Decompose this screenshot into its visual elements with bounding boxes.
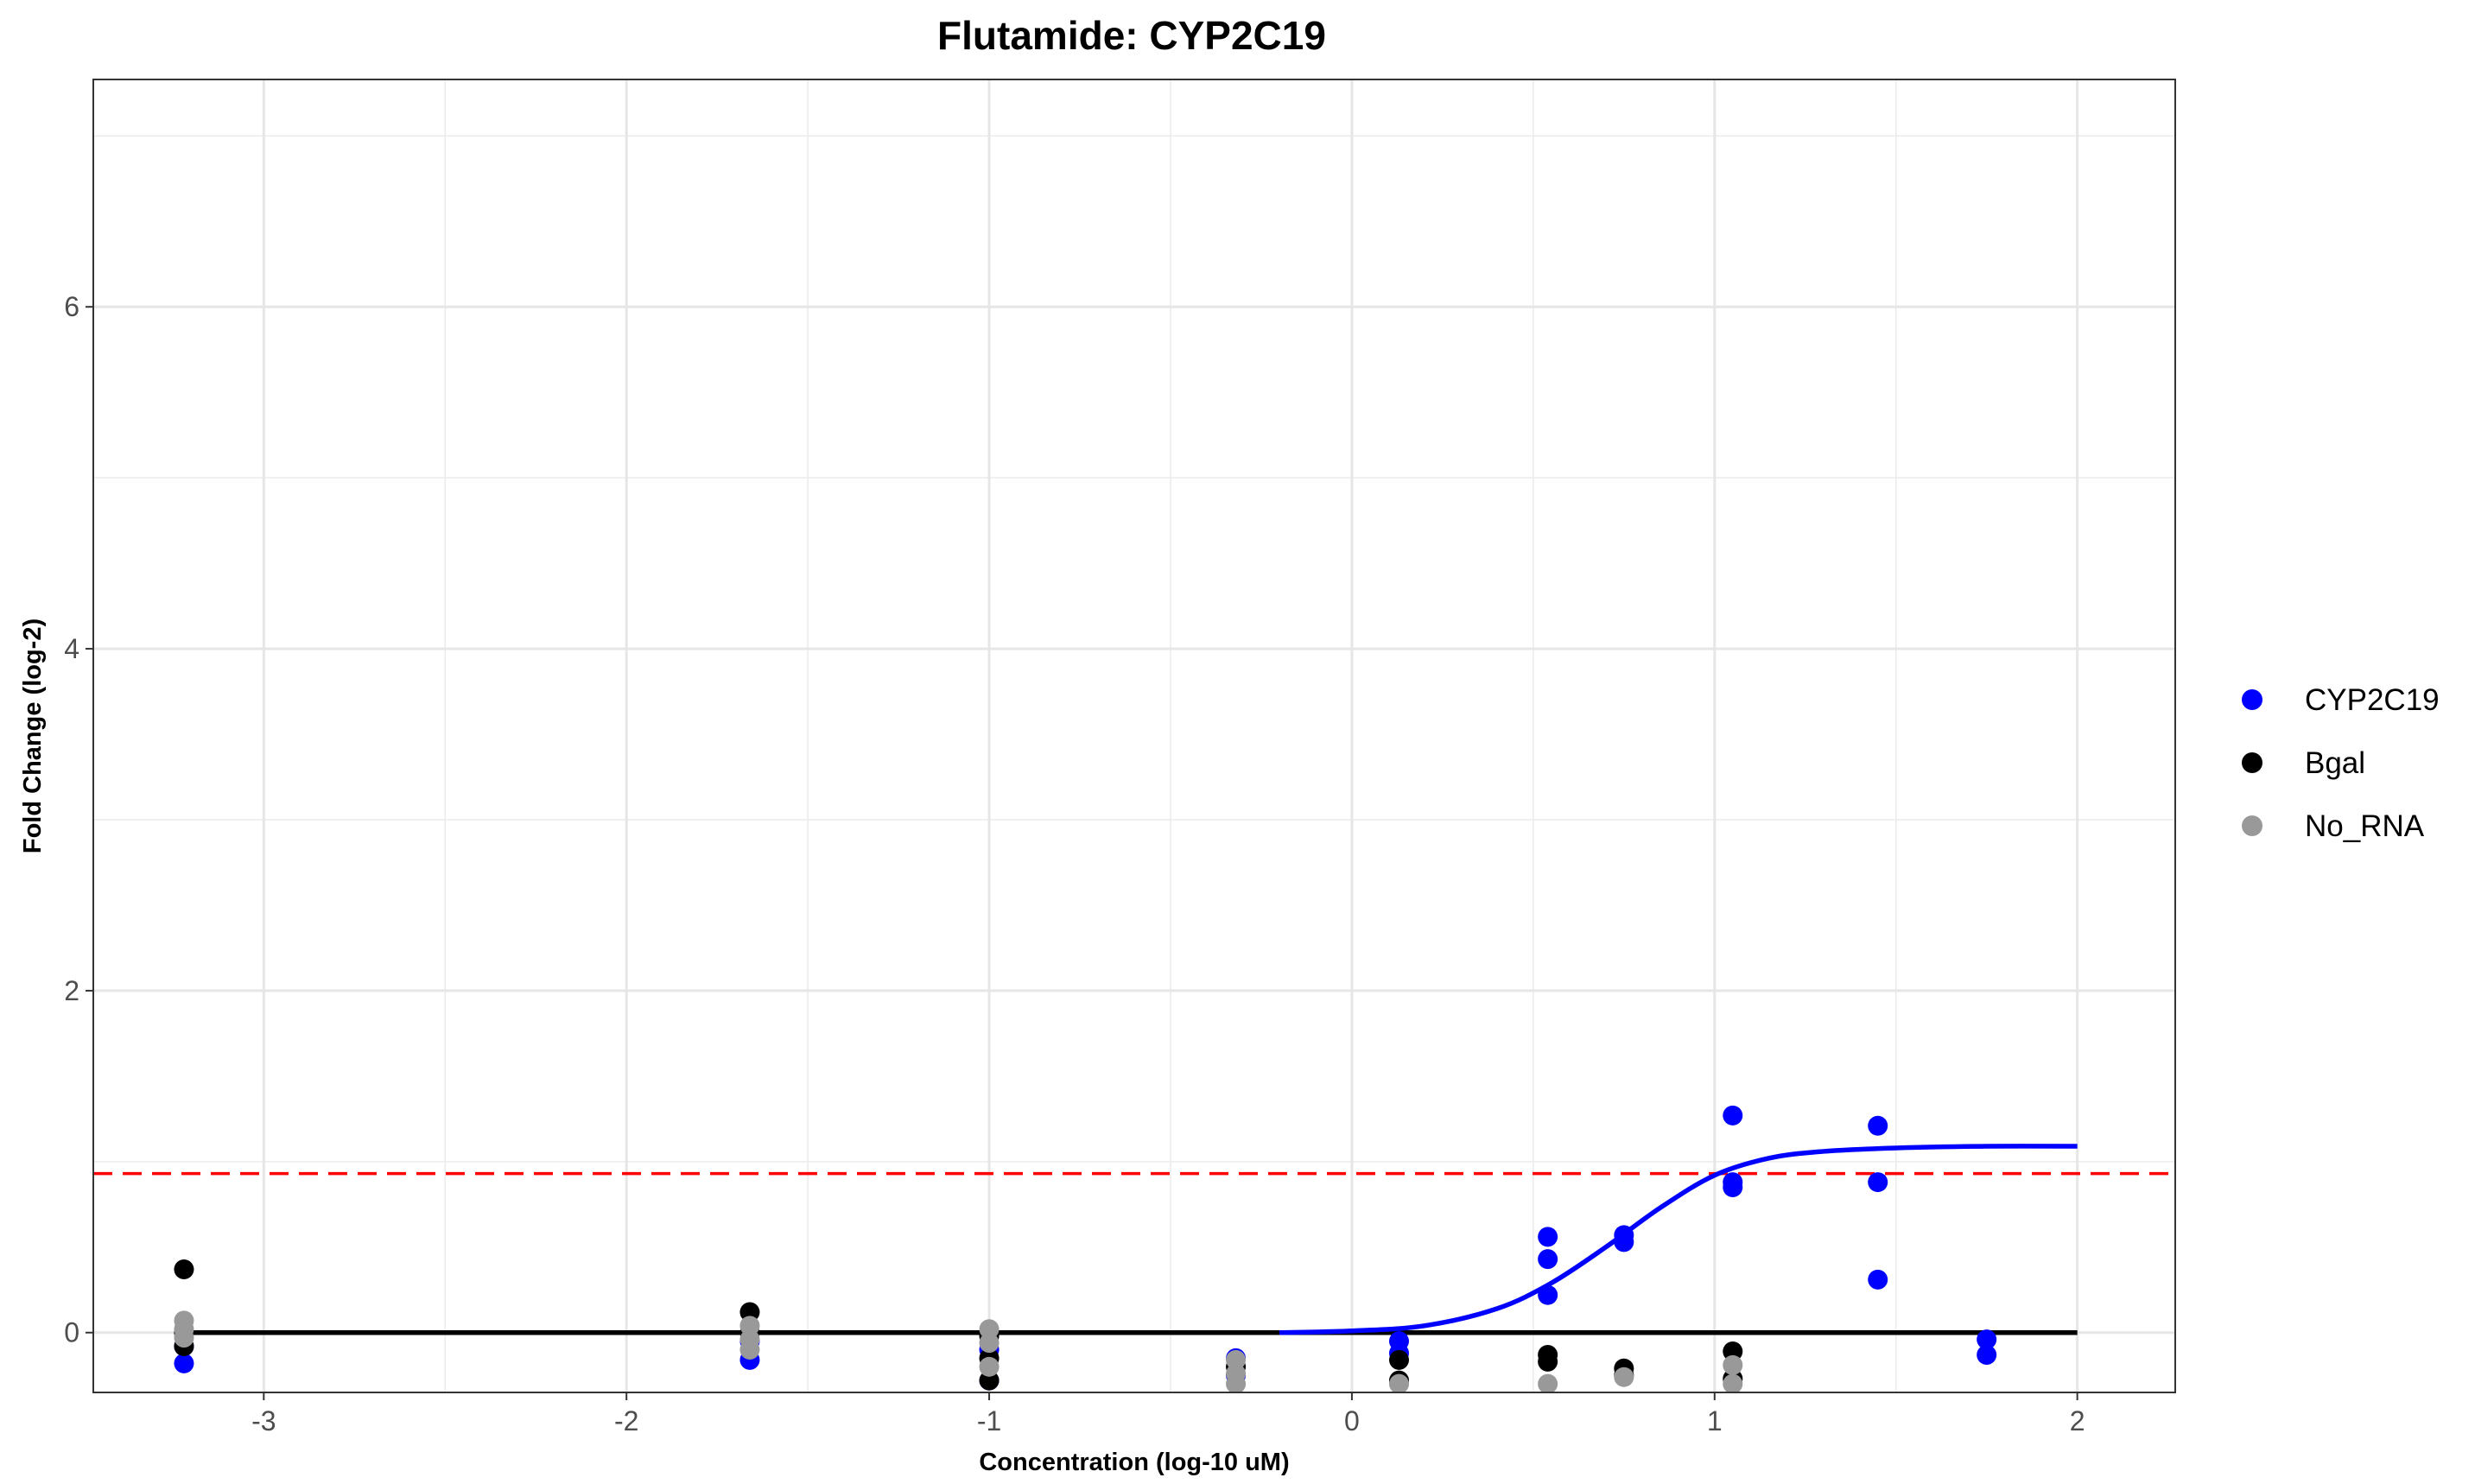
data-point (174, 1353, 194, 1373)
legend-label: CYP2C19 (2305, 683, 2440, 717)
data-point (1538, 1249, 1558, 1270)
legend-label: No_RNA (2305, 809, 2425, 843)
data-point (1723, 1105, 1743, 1126)
x-tick-label: -2 (614, 1405, 638, 1436)
fit-curves (1279, 1144, 2078, 1335)
data-point (1538, 1284, 1558, 1305)
data-point (1977, 1344, 1997, 1365)
reference-lines (93, 1171, 2175, 1335)
legend-key-bgal (2242, 752, 2262, 773)
data-point (1614, 1232, 1634, 1253)
data-point (739, 1340, 760, 1360)
data-point (1723, 1373, 1743, 1392)
data-point (1614, 1367, 1634, 1387)
data-point (979, 1356, 1000, 1377)
legend-key-no-rna (2242, 815, 2262, 836)
data-point (174, 1259, 194, 1279)
data-point (1226, 1373, 1247, 1392)
x-axis-title: Concentration (log-10 uM) (979, 1449, 1289, 1476)
data-point (1868, 1115, 1888, 1136)
axes: -3 -2 -1 0 1 2 0 2 4 6 (64, 291, 2085, 1436)
x-tick-label: -3 (251, 1405, 276, 1436)
y-tick-label: 2 (64, 975, 79, 1006)
data-point (979, 1370, 1000, 1391)
series-no-rna (174, 1310, 1743, 1392)
y-axis-title: Fold Change (log-2) (19, 618, 47, 853)
data-point (1723, 1354, 1743, 1375)
x-tick-label: 2 (2070, 1405, 2085, 1436)
data-point (174, 1328, 194, 1348)
data-point (1538, 1227, 1558, 1247)
data-point (1389, 1373, 1409, 1392)
y-tick-label: 0 (64, 1317, 79, 1348)
data-point (1226, 1349, 1247, 1370)
chart-title: Flutamide: CYP2C19 (937, 13, 1326, 58)
fit-curve-cyp2c19 (1279, 1144, 2078, 1335)
plot-panel-border (92, 79, 2176, 1393)
data-points (174, 1105, 1997, 1392)
y-tick-label: 6 (64, 291, 79, 322)
data-point (1977, 1329, 1997, 1350)
data-point (1723, 1177, 1743, 1197)
legend: CYP2C19 Bgal No_RNA (2242, 683, 2440, 843)
x-tick-label: 1 (1707, 1405, 1723, 1436)
data-point (1868, 1172, 1888, 1193)
data-point (1723, 1341, 1743, 1361)
data-point (979, 1333, 1000, 1354)
data-point (979, 1319, 1000, 1340)
data-point (739, 1302, 760, 1322)
data-point (1868, 1269, 1888, 1290)
data-point (1388, 1349, 1409, 1370)
legend-key-cyp2c19 (2242, 689, 2262, 710)
data-point (1538, 1373, 1558, 1392)
data-point (1538, 1351, 1558, 1372)
x-tick-label: -1 (977, 1405, 1001, 1436)
data-point (739, 1316, 760, 1336)
y-tick-label: 4 (64, 633, 79, 664)
legend-label: Bgal (2305, 746, 2365, 780)
x-tick-label: 0 (1344, 1405, 1360, 1436)
